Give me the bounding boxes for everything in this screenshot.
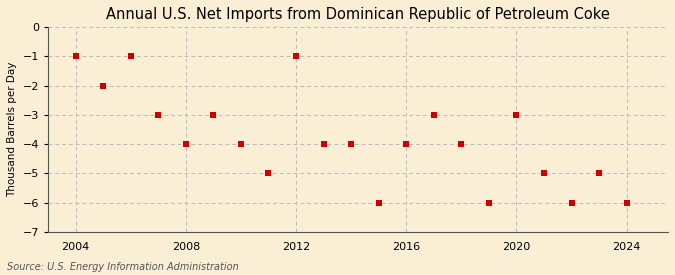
Point xyxy=(456,142,467,146)
Point xyxy=(511,113,522,117)
Title: Annual U.S. Net Imports from Dominican Republic of Petroleum Coke: Annual U.S. Net Imports from Dominican R… xyxy=(106,7,610,22)
Point xyxy=(429,113,439,117)
Point xyxy=(236,142,246,146)
Point xyxy=(291,54,302,59)
Point xyxy=(373,200,384,205)
Point xyxy=(401,142,412,146)
Point xyxy=(566,200,577,205)
Point xyxy=(621,200,632,205)
Point xyxy=(263,171,274,176)
Point xyxy=(594,171,605,176)
Y-axis label: Thousand Barrels per Day: Thousand Barrels per Day xyxy=(7,62,17,197)
Point xyxy=(483,200,494,205)
Point xyxy=(318,142,329,146)
Point xyxy=(539,171,549,176)
Point xyxy=(180,142,191,146)
Text: Source: U.S. Energy Information Administration: Source: U.S. Energy Information Administ… xyxy=(7,262,238,272)
Point xyxy=(153,113,163,117)
Point xyxy=(346,142,356,146)
Point xyxy=(126,54,136,59)
Point xyxy=(98,84,109,88)
Point xyxy=(208,113,219,117)
Point xyxy=(70,54,81,59)
